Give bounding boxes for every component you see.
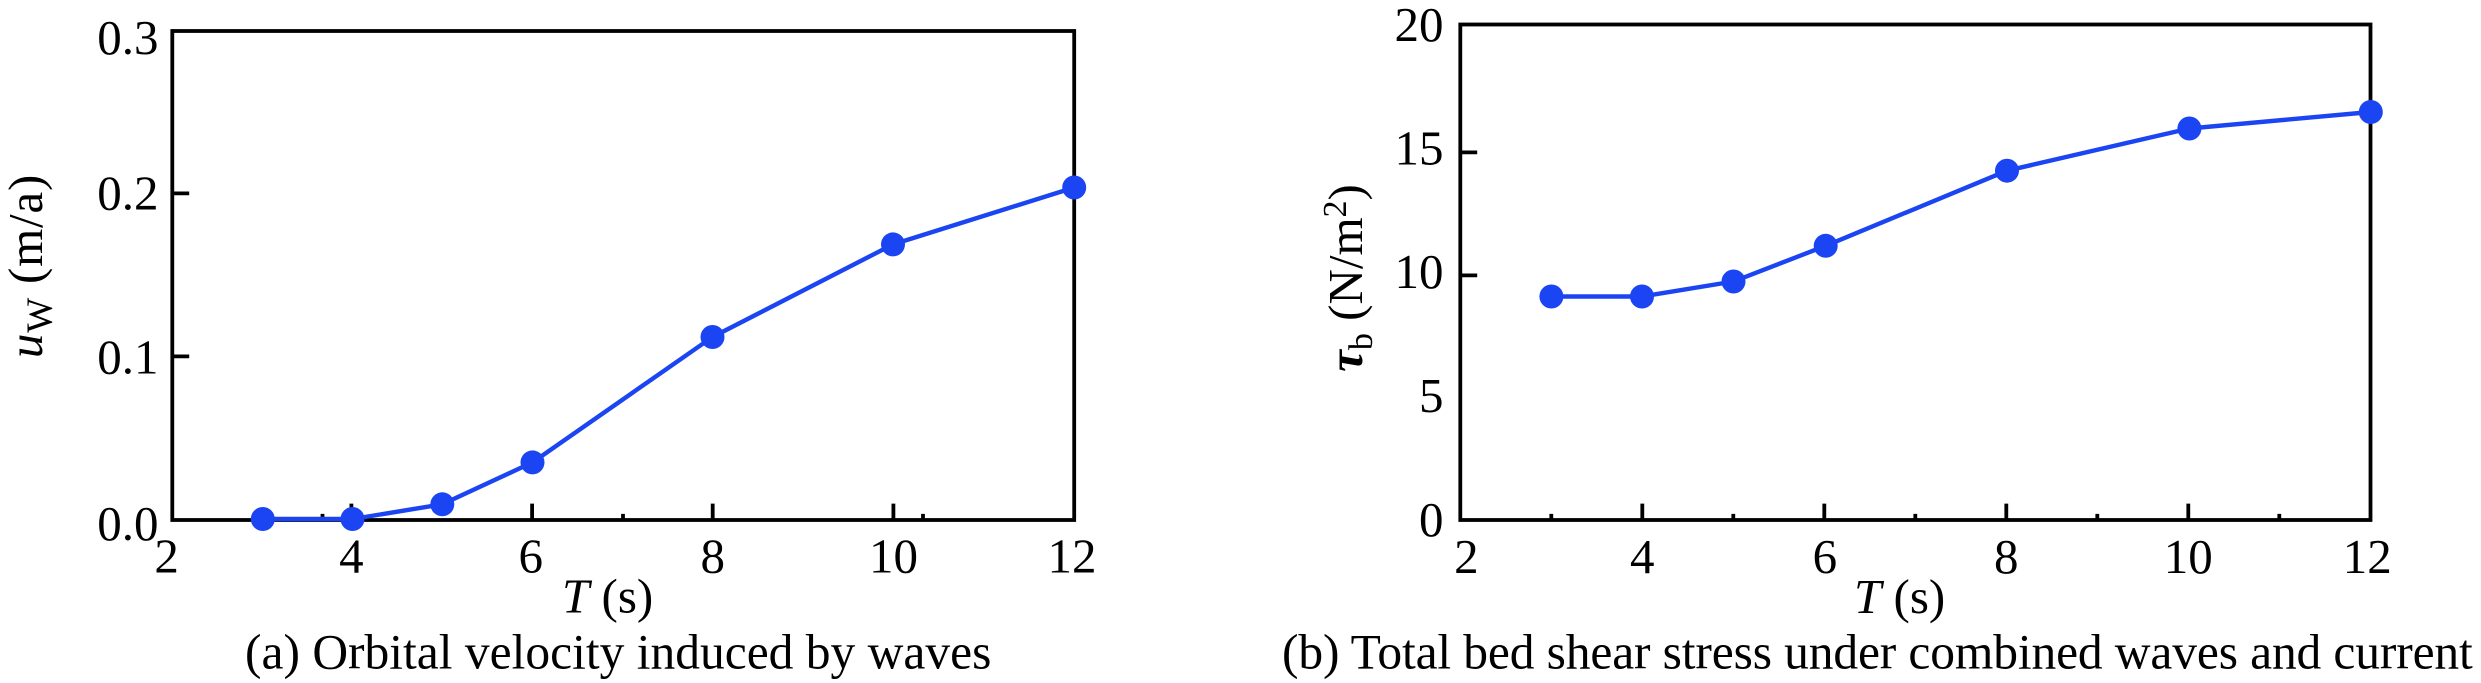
svg-text:5: 5 — [1419, 368, 1444, 423]
svg-text:6: 6 — [518, 528, 543, 583]
svg-text:12: 12 — [1048, 528, 1097, 583]
svg-text:4: 4 — [1630, 529, 1655, 584]
svg-text:10: 10 — [869, 528, 918, 583]
svg-text:0: 0 — [1419, 492, 1444, 547]
svg-text:(a) Orbital velocity induced b: (a) Orbital velocity induced by waves — [245, 625, 991, 680]
svg-text:8: 8 — [1994, 529, 2019, 584]
svg-text:0.0: 0.0 — [97, 496, 158, 551]
svg-text:uW (m/a): uW (m/a) — [0, 174, 61, 358]
svg-text:2: 2 — [154, 528, 179, 583]
svg-text:10: 10 — [1395, 244, 1444, 299]
svg-text:8: 8 — [700, 528, 725, 583]
svg-text:6: 6 — [1813, 529, 1838, 584]
svg-text:10: 10 — [2164, 529, 2213, 584]
svg-text:T (s): T (s) — [562, 569, 653, 624]
svg-text:20: 20 — [1395, 0, 1444, 52]
svg-text:T (s): T (s) — [1854, 569, 1945, 624]
svg-text:τb (N/m2): τb (N/m2) — [1317, 184, 1380, 372]
svg-text:(b) Total bed shear stress und: (b) Total bed shear stress under combine… — [1282, 624, 2473, 679]
svg-text:0.3: 0.3 — [97, 10, 158, 65]
svg-text:0.1: 0.1 — [97, 330, 158, 385]
svg-text:0.2: 0.2 — [97, 166, 158, 221]
svg-text:15: 15 — [1395, 121, 1444, 176]
svg-text:12: 12 — [2343, 529, 2392, 584]
svg-text:2: 2 — [1454, 529, 1479, 584]
svg-text:4: 4 — [339, 528, 364, 583]
